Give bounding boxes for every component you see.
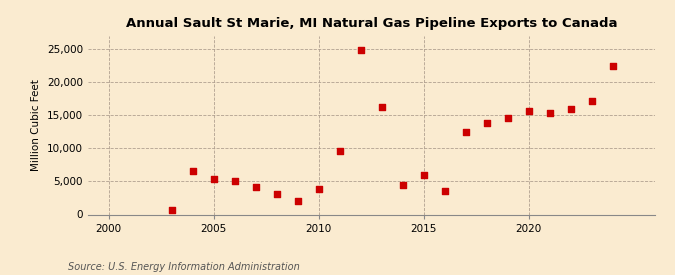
Point [460, 130, 471, 134]
Point [271, 192, 282, 196]
Point [439, 189, 450, 194]
Title: Annual Sault St Marie, MI Natural Gas Pipeline Exports to Canada: Annual Sault St Marie, MI Natural Gas Pi… [126, 17, 617, 31]
Text: Source: U.S. Energy Information Administration: Source: U.S. Energy Information Administ… [68, 262, 299, 271]
Point [481, 121, 492, 125]
Point [355, 48, 366, 52]
Point [418, 173, 429, 178]
Point [523, 109, 534, 113]
Point [313, 186, 324, 191]
Point [608, 64, 618, 68]
Point [209, 177, 219, 182]
Point [544, 111, 555, 116]
Y-axis label: Million Cubic Feet: Million Cubic Feet [31, 79, 41, 171]
Point [188, 169, 198, 173]
Point [230, 179, 240, 184]
Point [334, 149, 345, 153]
Point [566, 106, 576, 111]
Point [250, 185, 261, 189]
Point [166, 208, 177, 212]
Point [377, 104, 387, 109]
Point [502, 116, 513, 120]
Point [587, 98, 597, 103]
Point [292, 199, 303, 204]
Point [398, 183, 408, 187]
